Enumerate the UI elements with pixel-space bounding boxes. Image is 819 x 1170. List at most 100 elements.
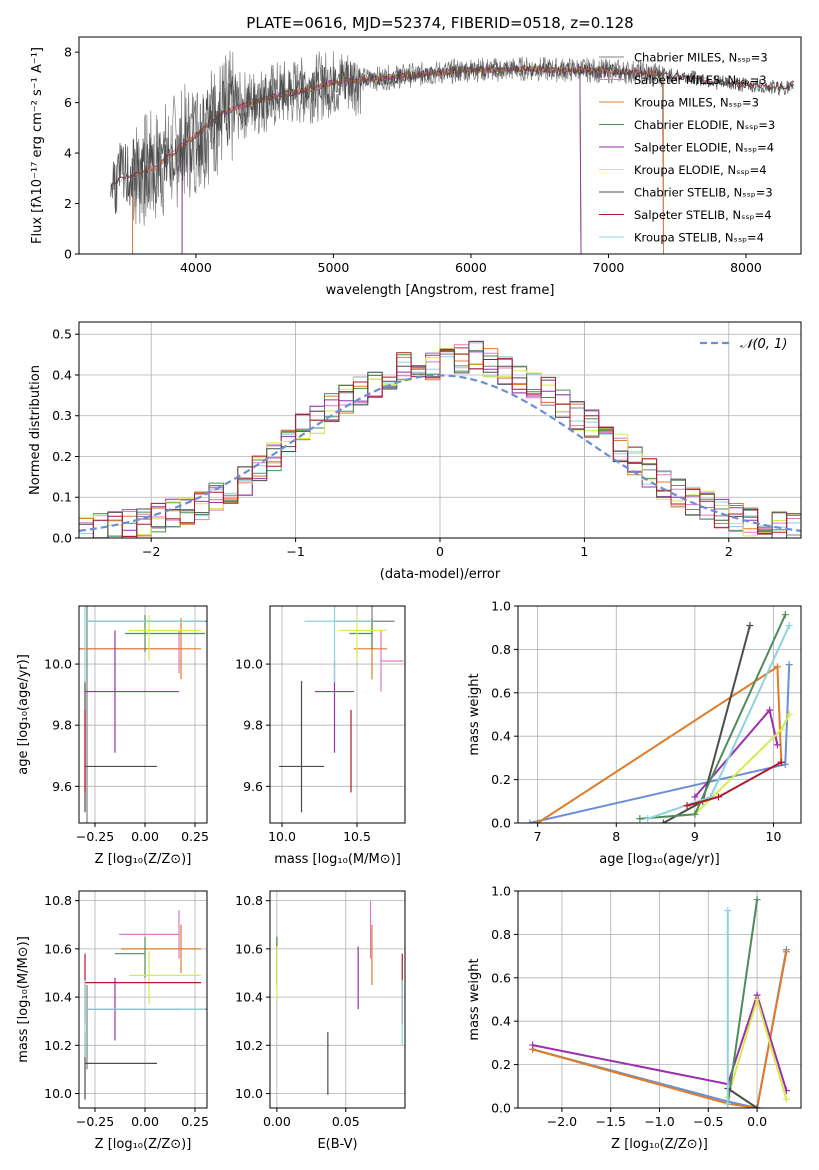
x-tick-label: 8000 [730,260,762,275]
y-tick-label: 0.2 [491,772,511,787]
x-tick-label: −2 [142,544,160,559]
weight-marker-normal [785,661,793,669]
y-tick-label: 10.2 [44,1038,72,1053]
weight-marker-kroupa_elodie [782,1095,790,1103]
weight-vs-age-panel: 7 8 9 10 0.0 0.2 0.4 0.6 0.8 1.0 age [log₁₀(age/yr… [467,599,802,867]
y-tick-label: 10.8 [235,893,263,908]
spectrum-line-chabrier_stelib [110,60,795,214]
y-tick-label: 9.8 [243,718,263,733]
weight-line-chabrier_stelib [662,625,751,823]
y-axis-label: mass weight [467,958,482,1040]
x-tick-label: 1 [580,544,588,559]
y-axis-label: mass [log₁₀(M/M⊙)] [16,936,31,1063]
weight-line-kroupa_miles [532,951,788,1108]
y-tick-label: 6 [64,95,72,110]
x-tick-label: 0.00 [131,1114,159,1129]
y-tick-label: 1.0 [491,599,511,614]
x-tick-label: −0.25 [76,829,114,844]
weight-marker-salpeter_elodie [529,1041,537,1049]
weight-marker-chabrier_stelib [746,622,754,630]
spectrum-line-salpeter_miles [132,65,664,254]
y-tick-label: 0.1 [52,490,72,505]
y-tick-label: 10.4 [44,990,72,1005]
y-tick-label: 4 [64,146,72,161]
x-tick-label: 0.0 [747,1114,767,1129]
y-tick-label: 10.0 [235,1086,263,1101]
y-tick-label: 0.2 [491,1057,511,1072]
weight-marker-kroupa_stelib [724,907,732,915]
y-tick-label: 10.0 [235,657,263,672]
gaussian-curve [79,374,801,532]
y-tick-label: 10.2 [235,1038,263,1053]
axes-frame [78,36,802,255]
axes-frame [269,605,406,824]
x-tick-label: 2 [725,544,733,559]
histogram-step-salpeter_stelib [79,350,801,538]
x-axis-label: Z [log₁₀(Z/Z⊙)] [95,852,192,867]
plot-area [79,340,801,538]
plot-area [529,896,790,1108]
y-tick-label: 0.0 [52,531,72,546]
weight-marker-kroupa_miles [534,819,542,823]
x-axis-label: Z [log₁₀(Z/Z⊙)] [95,1137,192,1152]
weight-marker-kroupa_stelib [785,622,793,630]
x-axis-label: (data-model)/error [380,567,501,582]
weight-marker-kroupa_elodie [753,996,761,1003]
legend-label-kroupa_elodie: Kroupa ELODIE, Nₛₛₚ=4 [634,163,767,177]
y-tick-label: 0 [64,247,72,262]
y-tick-label: 0.2 [52,449,72,464]
x-tick-label: −1.5 [596,1114,626,1129]
x-tick-label: −0.5 [693,1114,723,1129]
weight-marker-normal [526,819,534,823]
weight-marker-salpeter_elodie [773,741,781,749]
weight-marker-chabrier_stelib [753,1104,761,1108]
y-tick-label: 2 [64,196,72,211]
x-tick-label: 4000 [180,260,212,275]
plot-area [84,910,207,1100]
x-tick-label: −0.25 [76,1114,114,1129]
x-tick-label: 10.5 [343,829,371,844]
x-tick-label: 10.0 [268,829,296,844]
mass-vs-ebv-panel: 0.00 0.05 10.0 10.2 10.4 10.6 10.8 E(B-V) [235,890,406,1152]
x-axis-label: E(B-V) [317,1137,357,1152]
legend-label-salpeter_elodie: Salpeter ELODIE, Nₛₛₚ=4 [634,141,774,155]
x-tick-label: 7 [534,829,542,844]
legend-label-kroupa_miles: Kroupa MILES, Nₛₛₚ=3 [634,96,759,110]
age-vs-metallicity-panel: −0.25 0.00 0.25 9.6 9.8 10.0 Z [log₁₀(Z/Z⊙)] ag… [16,605,209,867]
legend-label-normal: 𝒩(0, 1) [740,337,787,352]
axes-frame [517,605,802,824]
age-vs-mass-panel: 10.0 10.5 9.6 9.8 10.0 mass [log₁₀(M/M⊙)] [235,605,406,867]
x-tick-label: 0.25 [181,829,209,844]
weight-marker-kroupa_stelib [724,1100,732,1108]
legend-label-chabrier_stelib: Chabrier STELIB, Nₛₛₚ=3 [634,186,773,200]
x-tick-label: −2.0 [547,1114,577,1129]
weight-marker-kroupa_elodie [777,726,785,734]
legend-label-chabrier_miles: Chabrier MILES, Nₛₛₚ=3 [634,51,768,65]
y-axis-label: age [log₁₀(age/yr)] [16,654,31,775]
weight-marker-salpeter_stelib [777,758,785,766]
y-tick-label: 10.6 [235,941,263,956]
y-tick-label: 0.3 [52,408,72,423]
weight-vs-metallicity-panel: −2.0 −1.5 −1.0 −0.5 0.0 0.0 0.2 0.4 0.6 0.8 1.0 Z [… [467,884,802,1152]
weight-marker-kroupa_miles [782,948,790,956]
y-tick-label: 0.4 [491,729,511,744]
plot-area [526,611,793,823]
weight-marker-normal [781,760,789,768]
y-tick-label: 9.6 [52,779,72,794]
y-tick-label: 10.0 [44,1086,72,1101]
weight-marker-chabrier_elodie [636,815,644,823]
weight-line-salpeter_elodie [532,991,788,1091]
figure-title: PLATE=0616, MJD=52374, FIBERID=0518, z=0… [246,14,633,32]
x-tick-label: 0.00 [263,1114,291,1129]
legend-label-salpeter_stelib: Salpeter STELIB, Nₛₛₚ=4 [634,208,772,222]
spectrum-panel: 4000 5000 6000 7000 8000 0 2 4 6 8 wavelength [Ang… [30,36,802,298]
y-tick-label: 10.8 [44,893,72,908]
weight-marker-chabrier_elodie [691,810,699,818]
y-axis-label: Normed distribution [28,365,43,495]
y-tick-label: 0.0 [491,816,511,831]
x-tick-label: 10 [766,829,782,844]
x-tick-label: 0.00 [131,829,159,844]
y-tick-label: 0.0 [491,1101,511,1116]
weight-marker-salpeter_elodie [766,706,774,714]
